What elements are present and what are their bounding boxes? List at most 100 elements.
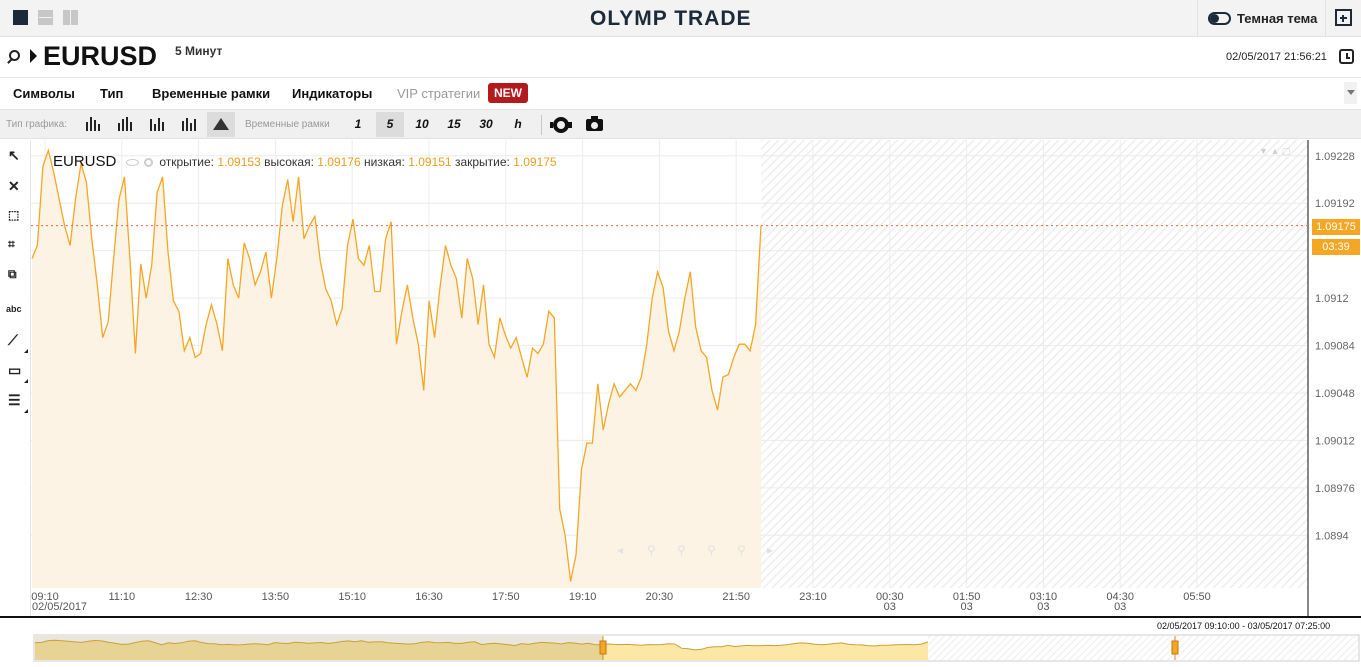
- chart-type-bars[interactable]: [143, 112, 171, 137]
- x-tick-label: 16:30: [415, 591, 443, 603]
- expand-icon[interactable]: ▲: [1270, 146, 1280, 156]
- x-tick-label: 01:50: [953, 591, 981, 603]
- y-tick-label: 1.09228: [1315, 151, 1355, 163]
- x-tick-sublabel: 02/05/2017: [32, 601, 87, 613]
- settings-gear-icon[interactable]: [550, 117, 572, 133]
- y-tick-label: 1.0912: [1315, 293, 1349, 305]
- select-delete-tool[interactable]: ⬚: [4, 204, 26, 226]
- search-icon[interactable]: [9, 50, 20, 61]
- menu-symbols[interactable]: Символы: [13, 86, 75, 101]
- period-label: 5 Минут: [175, 44, 223, 58]
- x-tick-label: 00:30: [876, 591, 904, 603]
- hollow-candles-icon: [117, 117, 133, 131]
- clock-icon[interactable]: [1339, 49, 1354, 64]
- x-tick-label: 23:10: [799, 591, 827, 603]
- legend-low-label: низкая:: [364, 155, 405, 169]
- collapse-icon[interactable]: ▼: [1259, 146, 1268, 156]
- x-tick-label: 03:10: [1030, 591, 1058, 603]
- timeframe-30[interactable]: 30: [479, 117, 493, 131]
- layout-single-icon[interactable]: [13, 10, 28, 25]
- layout-columns-icon[interactable]: [63, 10, 78, 25]
- navigator-area: [35, 640, 928, 660]
- brand-logo: OLYMP TRADE: [590, 7, 752, 30]
- menu-vip-strategies[interactable]: VIP стратегии: [397, 86, 481, 101]
- symbol-title[interactable]: EURUSD: [43, 41, 158, 71]
- heikin-ashi-icon: [181, 117, 197, 131]
- maximize-icon[interactable]: ▢: [1281, 146, 1291, 156]
- chart-navigator[interactable]: 02/05/2017 09:10:00 - 03/05/2017 07:25:0…: [0, 616, 1361, 667]
- close-icon: ✕: [8, 178, 20, 194]
- eye-icon[interactable]: [126, 159, 140, 167]
- y-tick-label: 1.09048: [1315, 388, 1355, 400]
- price-chart[interactable]: 1.092281.091921.091561.09121.090841.0904…: [31, 140, 1361, 616]
- chart-zoom-control: ⚲: [647, 543, 656, 557]
- area-chart-icon: [213, 118, 229, 130]
- legend-gear-icon[interactable]: [144, 158, 154, 168]
- timeframe-15[interactable]: 15: [447, 117, 461, 131]
- legend-close: 1.09175: [513, 155, 557, 169]
- layout-rows-icon[interactable]: [38, 10, 53, 25]
- navigator-past-mask: [35, 636, 603, 660]
- clone-tool[interactable]: ⧉: [4, 263, 26, 285]
- menu-timeframes[interactable]: Временные рамки: [152, 86, 271, 101]
- x-tick-sublabel: 03: [884, 601, 896, 613]
- menu-indicators[interactable]: Индикаторы: [292, 86, 373, 101]
- screenshot-camera-icon[interactable]: [586, 116, 603, 131]
- bars-icon: [149, 117, 165, 131]
- fibonacci-tool[interactable]: ☰: [4, 389, 28, 413]
- y-tick-label: 1.0894: [1315, 530, 1349, 542]
- trendline-tool[interactable]: ⟋: [4, 329, 28, 353]
- navigator-future: [928, 636, 1358, 660]
- chart-type-heikin-ashi[interactable]: [175, 112, 203, 137]
- text-tool[interactable]: abc: [4, 300, 26, 322]
- submenu-corner-icon: [24, 349, 28, 353]
- chart-zoom-control: ◂: [617, 543, 623, 557]
- rectangle-tool[interactable]: ▭: [4, 359, 28, 383]
- timeframe-10[interactable]: 10: [415, 117, 429, 131]
- x-tick-label: 15:10: [338, 591, 366, 603]
- chart-zoom-control: ⚲: [707, 543, 716, 557]
- navigator-line: [34, 639, 929, 651]
- timeframe-5[interactable]: 5: [376, 112, 404, 137]
- new-window-button[interactable]: [1325, 0, 1361, 37]
- timeframe-1[interactable]: 1: [354, 117, 362, 131]
- x-tick-label: 04:30: [1106, 591, 1134, 603]
- clone-icon: ⧉: [8, 267, 17, 281]
- legend-close-label: закрытие:: [454, 155, 510, 169]
- fib-lines-icon: ☰: [8, 392, 21, 408]
- countdown-tag: 03:39: [1312, 239, 1360, 255]
- x-tick-sublabel: 03: [960, 601, 972, 613]
- chart-type-area[interactable]: [207, 112, 235, 137]
- chart-type-hollow-candles[interactable]: [111, 112, 139, 137]
- timeframe-h[interactable]: h: [514, 117, 522, 131]
- select-x-icon: ⬚: [8, 208, 20, 222]
- chart-zoom-control: ⚲: [677, 543, 686, 557]
- timeframe-label: Временные рамки: [245, 119, 330, 130]
- y-tick-label: 1.09084: [1315, 341, 1355, 353]
- x-tick-label: 21:50: [722, 591, 750, 603]
- navigator-handle: [599, 640, 607, 655]
- menu-type[interactable]: Тип: [100, 86, 124, 101]
- scroll-down-arrow[interactable]: [1344, 82, 1357, 104]
- ohlc-legend: EURUSD открытие: 1.09153 высокая: 1.09176…: [53, 153, 557, 170]
- dark-theme-toggle[interactable]: Темная тема: [1197, 0, 1324, 37]
- navigator-canvas[interactable]: [0, 632, 1361, 665]
- x-tick-label: 19:10: [569, 591, 597, 603]
- chart-zoom-control: ⚲: [737, 543, 746, 557]
- chart-canvas[interactable]: 1.092281.091921.091561.09121.090841.0904…: [31, 140, 1361, 616]
- cursor-tool[interactable]: ↖: [4, 144, 26, 166]
- dark-theme-label: Темная тема: [1237, 11, 1318, 26]
- trendline-icon: ⟋: [8, 332, 18, 348]
- x-tick-label: 20:30: [646, 591, 674, 603]
- current-datetime: 02/05/2017 21:56:21: [1226, 51, 1327, 63]
- top-header: OLYMP TRADE Темная тема: [0, 0, 1361, 37]
- x-tick-label: 13:50: [262, 591, 290, 603]
- panel-corner-icons[interactable]: ▼ ▲ ▢: [1259, 146, 1290, 157]
- current-price-tag: 1.09175: [1312, 219, 1360, 235]
- delete-tool[interactable]: ✕: [4, 175, 26, 197]
- play-triangle-icon[interactable]: [30, 49, 37, 63]
- chart-type-candles[interactable]: [79, 112, 107, 137]
- toggle-icon: [1208, 12, 1231, 25]
- crosshair-tool[interactable]: ⌗: [4, 233, 26, 255]
- y-tick-label: 1.09192: [1315, 198, 1355, 210]
